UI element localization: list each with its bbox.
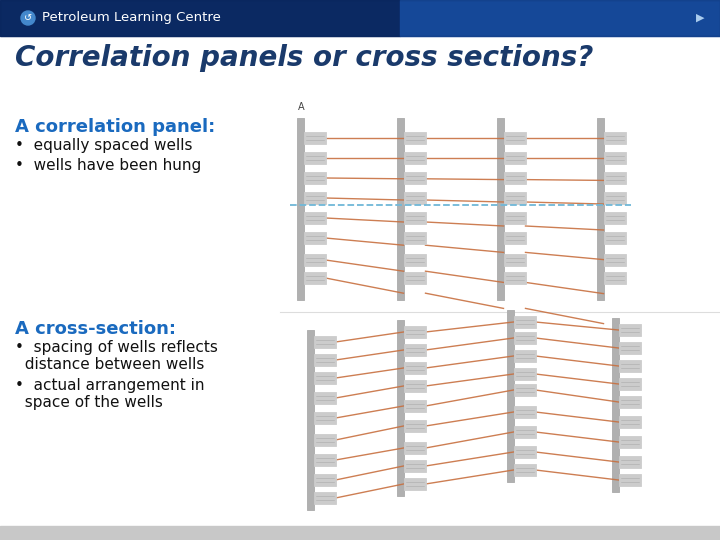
Bar — [313, 492, 336, 504]
Bar — [513, 332, 536, 344]
Bar — [403, 420, 426, 432]
Bar — [403, 212, 426, 224]
Bar — [403, 232, 426, 244]
Bar — [503, 152, 526, 164]
Bar — [618, 436, 641, 448]
Bar — [503, 172, 526, 184]
Bar — [603, 172, 626, 184]
Bar — [403, 344, 426, 356]
Bar — [503, 212, 526, 224]
Bar — [503, 254, 526, 266]
Bar — [618, 360, 641, 372]
Bar — [503, 232, 526, 244]
Bar — [513, 350, 536, 362]
Circle shape — [21, 11, 35, 25]
Bar — [313, 474, 336, 486]
Bar — [313, 372, 336, 384]
Bar — [403, 172, 426, 184]
Bar — [313, 454, 336, 466]
Bar — [307, 330, 313, 510]
Bar — [313, 354, 336, 366]
Bar — [603, 272, 626, 284]
Bar — [313, 336, 336, 348]
Bar — [618, 378, 641, 390]
Bar — [618, 474, 641, 486]
Bar — [403, 380, 426, 392]
Text: •  equally spaced wells: • equally spaced wells — [15, 138, 192, 153]
Text: •  spacing of wells reflects
  distance between wells: • spacing of wells reflects distance bet… — [15, 340, 218, 373]
Text: A correlation panel:: A correlation panel: — [15, 118, 215, 136]
Bar — [506, 310, 513, 482]
Bar — [611, 318, 618, 492]
Bar — [403, 254, 426, 266]
Bar — [603, 212, 626, 224]
Bar — [304, 212, 325, 224]
Bar — [0, 0, 400, 36]
Bar — [513, 406, 536, 418]
Bar — [403, 442, 426, 454]
Text: •  actual arrangement in
  space of the wells: • actual arrangement in space of the wel… — [15, 378, 204, 410]
Bar — [313, 392, 336, 404]
Bar — [304, 232, 325, 244]
Bar — [304, 172, 325, 184]
Bar — [403, 326, 426, 338]
Bar — [403, 272, 426, 284]
Bar — [403, 460, 426, 472]
Bar — [313, 412, 336, 424]
Bar — [304, 272, 325, 284]
Bar — [503, 272, 526, 284]
Text: ↺: ↺ — [24, 13, 32, 23]
Text: Petroleum Learning Centre: Petroleum Learning Centre — [42, 11, 221, 24]
Bar — [603, 152, 626, 164]
Bar — [403, 132, 426, 144]
Bar — [403, 192, 426, 204]
Bar — [403, 152, 426, 164]
Text: A: A — [298, 102, 305, 112]
Bar — [304, 152, 325, 164]
Bar — [513, 446, 536, 458]
Bar — [304, 254, 325, 266]
Bar — [313, 434, 336, 446]
Bar — [304, 192, 325, 204]
Bar — [603, 192, 626, 204]
Bar — [618, 324, 641, 336]
Bar — [513, 426, 536, 438]
Bar — [503, 192, 526, 204]
Bar — [596, 118, 603, 300]
Bar — [403, 362, 426, 374]
Text: A cross-section:: A cross-section: — [15, 320, 176, 338]
Bar — [618, 456, 641, 468]
Bar — [397, 320, 403, 496]
Bar — [304, 132, 325, 144]
Bar — [618, 342, 641, 354]
Text: Correlation panels or cross sections?: Correlation panels or cross sections? — [15, 44, 593, 72]
Bar — [603, 132, 626, 144]
Bar — [513, 384, 536, 396]
Bar — [400, 0, 720, 36]
Bar — [513, 368, 536, 380]
Bar — [603, 254, 626, 266]
Bar — [403, 478, 426, 490]
Bar — [403, 400, 426, 412]
Bar — [618, 396, 641, 408]
Bar — [618, 416, 641, 428]
Bar — [497, 118, 503, 300]
Text: •  wells have been hung: • wells have been hung — [15, 158, 202, 173]
Bar — [0, 0, 720, 36]
Text: ▶: ▶ — [696, 13, 704, 23]
Bar — [513, 316, 536, 328]
Bar — [603, 232, 626, 244]
Bar — [0, 526, 720, 540]
Bar — [397, 118, 403, 300]
Bar — [297, 118, 304, 300]
Bar — [503, 132, 526, 144]
Bar — [513, 464, 536, 476]
